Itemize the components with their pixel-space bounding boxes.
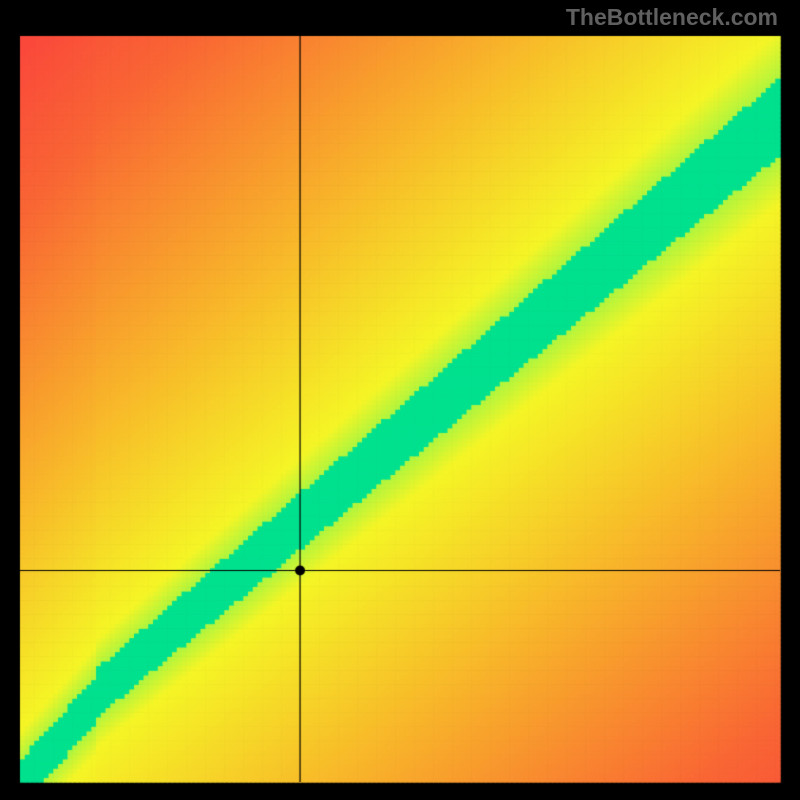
- chart-container: TheBottleneck.com: [0, 0, 800, 800]
- attribution-text: TheBottleneck.com: [566, 4, 778, 31]
- bottleneck-heatmap: [0, 0, 800, 800]
